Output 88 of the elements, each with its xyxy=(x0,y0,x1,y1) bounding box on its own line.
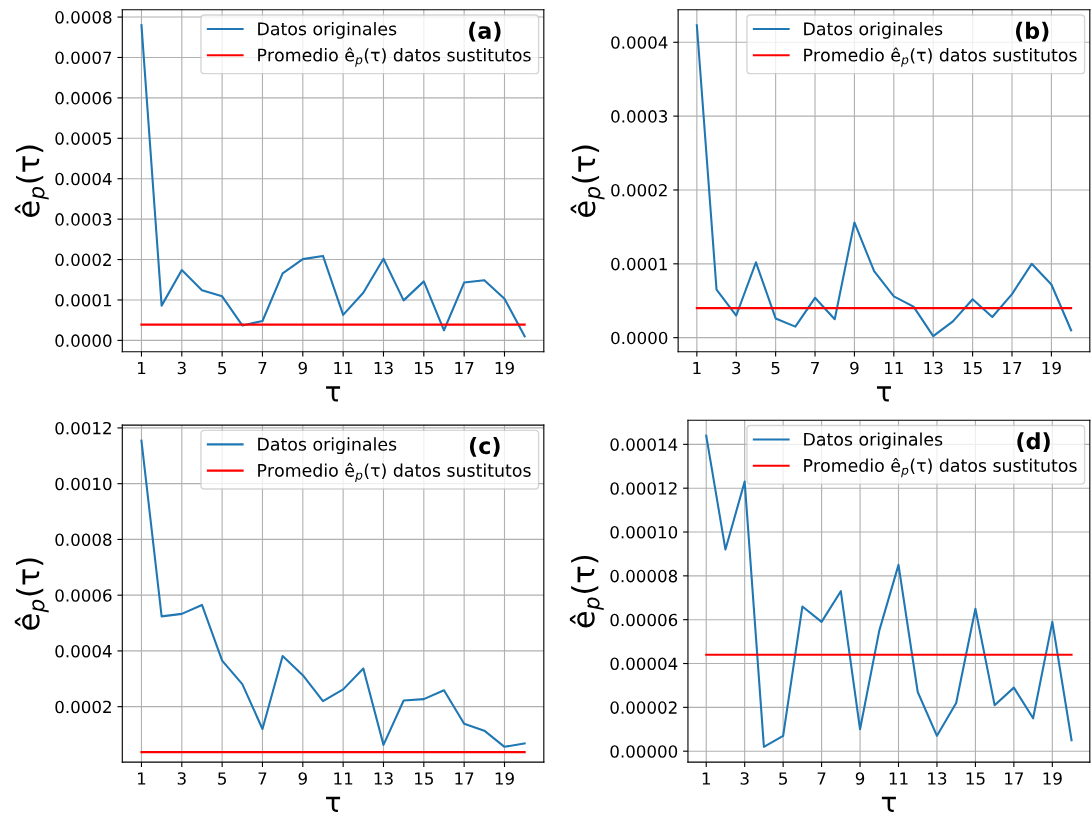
x-axis-title: τ xyxy=(326,796,341,812)
x-tick-label: 15 xyxy=(415,772,433,785)
x-tick-label: 13 xyxy=(374,361,393,375)
y-tick-label: 0.00004 xyxy=(610,657,678,671)
y-tick-label: 0.00012 xyxy=(610,482,677,495)
y-tick-label: 0.0004 xyxy=(55,644,112,658)
x-tick-label: 9 xyxy=(298,361,307,375)
y-tick-label: 0.0004 xyxy=(611,36,668,49)
x-tick-label: 19 xyxy=(1042,361,1061,375)
y-tick-label: 0.0001 xyxy=(55,293,112,307)
y-tick-label: 0.0002 xyxy=(611,183,667,197)
legend-label: Datos originales xyxy=(804,21,943,39)
y-tick-label: 0.0007 xyxy=(55,51,112,65)
x-tick-label: 11 xyxy=(334,772,353,785)
x-tick-label: 11 xyxy=(885,361,903,375)
legend-label: Promedio ê$_{p}$(τ) datos sustitutos xyxy=(258,462,531,483)
x-tick-label: 1 xyxy=(693,361,701,375)
y-tick-label: 0.0002 xyxy=(55,700,111,714)
y-tick-label: 0.0008 xyxy=(55,11,112,24)
x-tick-label: 9 xyxy=(298,772,307,785)
y-tick-label: 0.00002 xyxy=(610,701,677,714)
y-tick-label: 0.0000 xyxy=(611,331,668,345)
x-axis-title: τ xyxy=(876,386,891,402)
x-tick-label: 9 xyxy=(855,772,865,785)
x-tick-label: 7 xyxy=(817,772,826,785)
y-tick-label: 0.00014 xyxy=(610,438,678,451)
y-tick-label: 0.0000 xyxy=(55,334,112,347)
legend-label: Promedio ê$_{p}$(τ) datos sustitutos xyxy=(804,457,1077,478)
annotation: (d) xyxy=(1017,432,1050,453)
legend-label: Promedio ê$_{p}$(τ) datos sustitutos xyxy=(804,47,1077,67)
y-tick-label: 0.0003 xyxy=(611,110,668,123)
y-axis-title: ê$_{p}$(τ) xyxy=(569,555,604,628)
y-axis-title: ê$_{p}$(τ) xyxy=(14,558,49,630)
y-axis-title: ê$_{p}$(τ) xyxy=(570,145,605,217)
y-tick-label: 0.0012 xyxy=(55,421,111,435)
y-tick-label: 0.0002 xyxy=(55,253,111,267)
x-tick-label: 7 xyxy=(811,361,819,375)
x-tick-label: 3 xyxy=(732,361,741,375)
y-tick-label: 0.0006 xyxy=(55,91,112,105)
y-tick-label: 0.0005 xyxy=(55,132,112,145)
y-tick-label: 0.00000 xyxy=(610,745,678,758)
y-tick-label: 0.00006 xyxy=(610,613,678,627)
y-tick-label: 0.00010 xyxy=(610,525,678,539)
x-tick-label: 7 xyxy=(258,361,267,375)
x-tick-label: 1 xyxy=(137,772,146,785)
x-tick-label: 3 xyxy=(740,772,749,785)
x-tick-label: 15 xyxy=(415,361,433,375)
x-tick-label: 11 xyxy=(889,772,908,785)
x-tick-label: 17 xyxy=(1003,361,1022,375)
x-tick-label: 17 xyxy=(455,772,474,785)
y-tick-label: 0.0001 xyxy=(611,257,667,271)
x-tick-label: 15 xyxy=(966,772,985,785)
x-tick-label: 17 xyxy=(1005,772,1024,785)
x-axis-title: τ xyxy=(881,796,896,812)
y-tick-label: 0.00008 xyxy=(610,569,678,583)
x-tick-label: 3 xyxy=(177,772,186,785)
y-tick-label: 0.0004 xyxy=(55,172,112,186)
y-axis-title: ê$_{p}$(τ) xyxy=(14,145,49,217)
y-tick-label: 0.0010 xyxy=(55,477,112,491)
x-tick-label: 19 xyxy=(1043,772,1062,785)
x-tick-label: 19 xyxy=(495,772,514,785)
y-tick-label: 0.0008 xyxy=(55,533,112,546)
legend-label: Datos originales xyxy=(258,21,397,39)
x-tick-label: 1 xyxy=(702,772,710,785)
legend-label: Promedio ê$_{p}$(τ) datos sustitutos xyxy=(258,47,531,67)
x-tick-label: 7 xyxy=(258,772,267,785)
x-tick-label: 13 xyxy=(924,361,943,375)
y-tick-label: 0.0006 xyxy=(55,589,112,602)
x-tick-label: 19 xyxy=(495,361,514,375)
x-axis-title: τ xyxy=(326,386,341,402)
x-tick-label: 5 xyxy=(771,361,780,375)
x-tick-label: 13 xyxy=(374,772,393,785)
x-tick-label: 9 xyxy=(850,361,859,375)
x-tick-label: 3 xyxy=(177,361,186,375)
x-tick-label: 5 xyxy=(218,361,226,375)
x-tick-label: 13 xyxy=(928,772,947,785)
y-tick-label: 0.0003 xyxy=(55,213,112,226)
x-tick-label: 15 xyxy=(963,361,982,375)
x-tick-label: 5 xyxy=(218,772,226,785)
annotation: (a) xyxy=(469,21,501,42)
legend-label: Datos originales xyxy=(258,437,397,455)
x-tick-label: 5 xyxy=(779,772,787,785)
x-tick-label: 17 xyxy=(455,361,474,375)
x-tick-label: 1 xyxy=(137,361,146,375)
x-tick-label: 11 xyxy=(334,361,353,375)
legend-label: Datos originales xyxy=(804,432,943,450)
annotation: (c) xyxy=(469,436,500,457)
annotation: (b) xyxy=(1015,21,1049,42)
